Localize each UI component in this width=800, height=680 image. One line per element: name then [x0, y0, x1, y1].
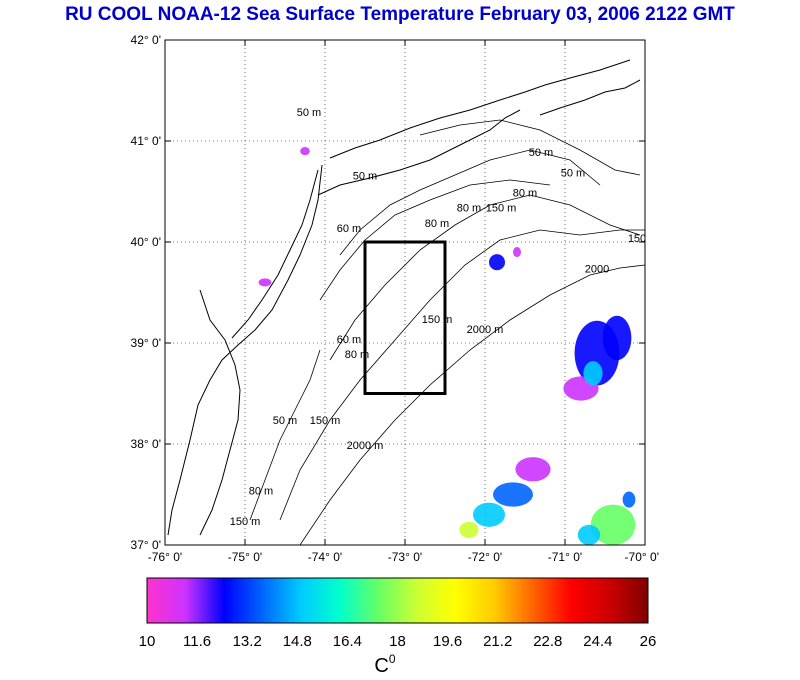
latitude-label: 40° 0' [131, 235, 161, 249]
contour-label: 60 m [337, 334, 361, 346]
contour-label: 50 m [353, 170, 377, 182]
contour-label: 150 m [310, 415, 341, 427]
sst-patch [590, 504, 636, 545]
contour-80m [329, 194, 641, 361]
latitude-label: 42° 0' [131, 33, 161, 47]
contour-shelf-south [249, 349, 321, 521]
sst-patch [577, 524, 601, 545]
cape-cod-coast [539, 79, 641, 116]
colorbar: 10 11.6 13.2 14.8 16.4 18 19.6 21.2 22.8 24.4 26 C… [139, 577, 657, 677]
colorbar-gradient [146, 577, 649, 624]
sst-patch [258, 278, 272, 287]
sst-patches [258, 147, 636, 545]
sst-patch [513, 247, 521, 258]
contour-label: 80 m [513, 188, 537, 200]
colorbar-tick-label: 11.6 [183, 633, 211, 650]
sst-patch [515, 457, 551, 482]
contour-50m-inner [339, 149, 601, 256]
long-island-coast [317, 109, 521, 196]
longitude-label: -70° 0' [625, 550, 659, 564]
colorbar-unit-superscript: 0 [389, 652, 396, 666]
colorbar-tick-label: 16.4 [333, 633, 362, 650]
contour-label: 150 [628, 233, 646, 245]
longitude-label: -75° 0' [228, 550, 262, 564]
sst-patch [493, 482, 533, 507]
colorbar-tick-label: 26 [640, 633, 657, 650]
bathymetry-contours [249, 119, 645, 545]
longitude-label: -71° 0' [548, 550, 582, 564]
contour-150m [279, 229, 645, 521]
delaware-bay-coast [199, 289, 241, 536]
contour-60m [319, 179, 551, 301]
contour-label: 150 m [230, 516, 261, 528]
contour-labels: 50 m 50 m 50 m 50 m 80 m 80 m 80 m 60 m 150 m 150… [230, 107, 646, 528]
colorbar-tick-labels: 10 11.6 13.2 14.8 16.4 18 19.6 21.2 22.8 24.4 26 [139, 633, 657, 650]
contour-label: 50 m [529, 147, 553, 159]
sst-patch [459, 521, 479, 538]
longitude-label: -74° 0' [308, 550, 342, 564]
latitude-labels: 42° 0' 41° 0' 40° 0' 39° 0' 38° 0' 37° 0' [131, 33, 645, 552]
contour-label: 80 m [425, 218, 449, 230]
contour-label: 50 m [273, 415, 297, 427]
colorbar-unit: C0 [374, 652, 395, 677]
colorbar-tick-label: 21.2 [483, 633, 512, 650]
contour-label: 50 m [297, 107, 321, 119]
latitude-label: 38° 0' [131, 437, 161, 451]
contour-label: 2000 [585, 263, 609, 275]
contour-label: 80 m [249, 486, 273, 498]
sst-patch [300, 147, 310, 156]
longitude-label: -73° 0' [388, 550, 422, 564]
colorbar-tick-label: 19.6 [433, 633, 462, 650]
sst-patch [473, 502, 505, 527]
connecticut-coast [329, 59, 631, 159]
colorbar-tick-label: 10 [139, 633, 156, 650]
colorbar-tick-label: 22.8 [533, 633, 562, 650]
longitude-label: -72° 0' [468, 550, 502, 564]
contour-2000m [299, 264, 645, 545]
longitude-labels: -76° 0' -75° 0' -74° 0' -73° 0' -72° 0' -71° … [148, 40, 659, 564]
colorbar-tick-label: 14.8 [283, 633, 312, 650]
contour-50m [419, 119, 641, 176]
colorbar-tick-label: 24.4 [583, 633, 612, 650]
sst-patch [622, 491, 636, 508]
sst-patch [489, 254, 505, 271]
sst-patch [583, 361, 603, 386]
contour-label: 80 m [457, 203, 481, 215]
contour-label: 80 m [345, 349, 369, 361]
latitude-label: 37° 0' [131, 538, 161, 552]
colorbar-tick-label: 18 [389, 633, 406, 650]
contour-label: 60 m [337, 223, 361, 235]
graticule [165, 40, 645, 545]
study-area-box [363, 240, 447, 395]
colorbar-tick-label: 13.2 [233, 633, 262, 650]
new-jersey-inner-coast [231, 169, 319, 339]
sst-patch [602, 315, 632, 361]
contour-label: 150 m [422, 314, 453, 326]
contour-label: 2000 m [347, 440, 384, 452]
map-title: RU COOL NOAA-12 Sea Surface Temperature … [65, 4, 735, 25]
contour-label: 150 m [486, 203, 517, 215]
coastline [167, 59, 641, 536]
contour-label: 50 m [561, 167, 585, 179]
longitude-label: -76° 0' [148, 550, 182, 564]
new-jersey-coastline [167, 164, 323, 536]
contour-label: 2000 m [467, 324, 504, 336]
latitude-label: 39° 0' [131, 336, 161, 350]
latitude-label: 41° 0' [131, 134, 161, 148]
